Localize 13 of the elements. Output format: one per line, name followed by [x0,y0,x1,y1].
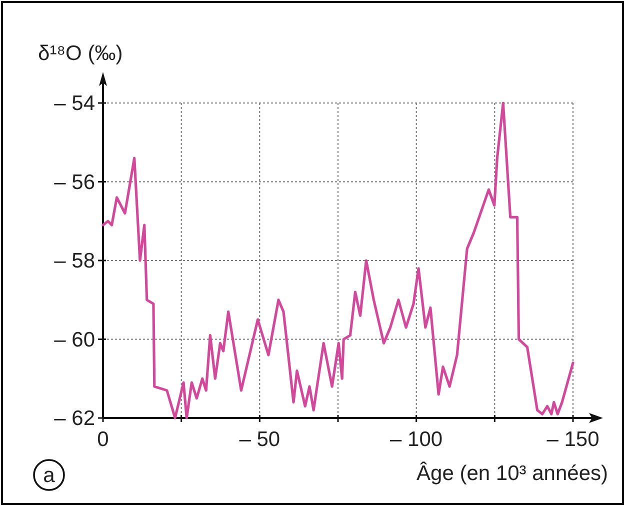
y-tick-label: – 62 [54,407,95,430]
y-tick-label: – 58 [54,250,95,272]
y-tick-label: – 60 [54,328,95,352]
x-axis-title: Âge (en 10³ années) [416,461,608,485]
text: a [43,464,56,487]
y-tick-label: – 54 [54,92,96,115]
x-tick-label: – 150 [546,428,600,451]
x-tick-label: – 100 [390,428,443,451]
y-tick-label: – 56 [54,170,95,194]
y-axis-title: δ¹⁸O (‰) [38,42,123,65]
line-series [102,102,574,420]
x-tick-label: 0 [97,428,109,451]
x-tick-label: – 50 [239,428,280,451]
